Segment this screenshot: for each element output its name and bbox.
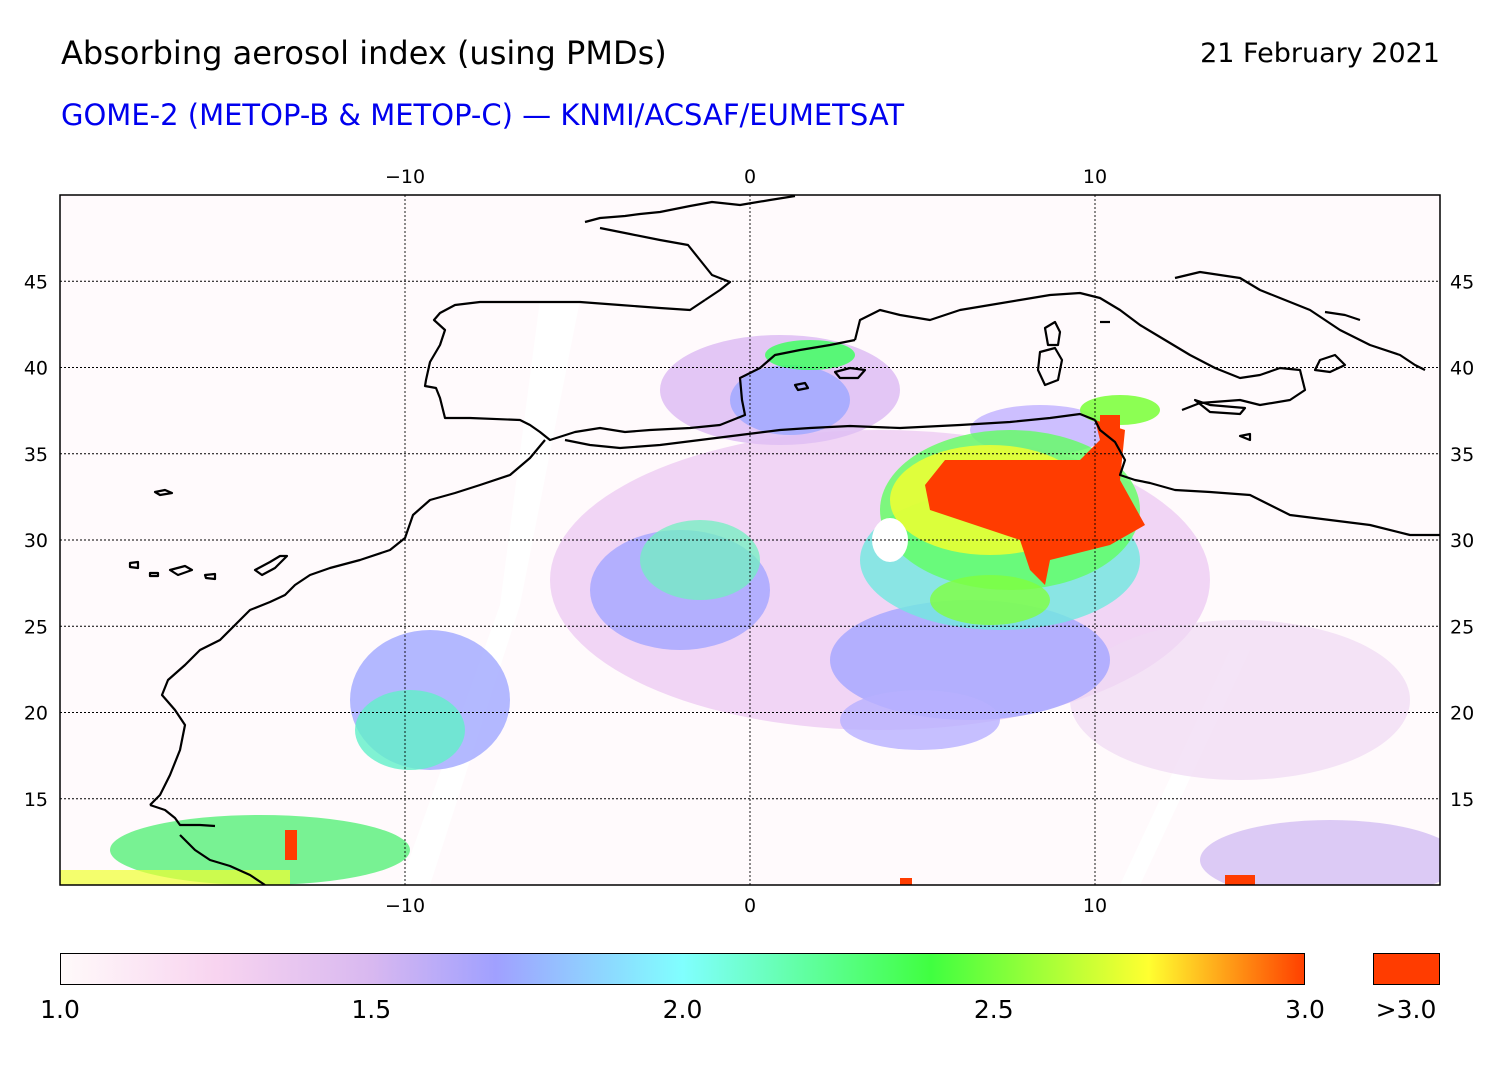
lat-tick-label-right: 45 xyxy=(1450,271,1474,293)
lat-tick-label-right: 25 xyxy=(1450,616,1474,638)
colorbar-tick-label: 3.0 xyxy=(1285,995,1325,1024)
axis-tick-labels: −10 −10 0 0 10 10 45 45 40 40 35 35 30 30 25 25 20 20 15 15 xyxy=(24,166,1474,917)
colorbar-overflow-label: >3.0 xyxy=(1375,995,1437,1024)
colorbar-tick-label: 1.0 xyxy=(40,995,80,1024)
lat-tick-label-right: 20 xyxy=(1450,703,1474,725)
map-date: 21 February 2021 xyxy=(1200,38,1440,69)
lat-tick-label-left: 45 xyxy=(24,271,48,293)
lon-tick-label-bottom: 0 xyxy=(744,895,756,917)
map-title: Absorbing aerosol index (using PMDs) xyxy=(61,34,667,72)
lon-tick-label-bottom: −10 xyxy=(385,895,425,917)
lat-tick-label-right: 40 xyxy=(1450,358,1474,380)
graticule xyxy=(60,195,1440,885)
lat-tick-label-left: 20 xyxy=(24,703,48,725)
map-subtitle: GOME-2 (METOP-B & METOP-C) — KNMI/ACSAF/… xyxy=(61,98,905,132)
lon-tick-label-top: 0 xyxy=(744,166,756,188)
colorbar-tick-label: 2.5 xyxy=(973,995,1014,1024)
lat-tick-label-left: 35 xyxy=(24,444,48,466)
colorbar-tick-label: 1.5 xyxy=(351,995,392,1024)
map-frame xyxy=(59,194,1441,886)
coastlines xyxy=(128,195,1440,885)
lat-tick-label-left: 30 xyxy=(24,530,48,552)
lon-tick-label-bottom: 10 xyxy=(1083,895,1107,917)
lon-tick-label-top: −10 xyxy=(385,166,425,188)
aerosol-field xyxy=(60,195,1440,885)
colorbar-overflow-swatch xyxy=(1373,953,1440,985)
lat-tick-label-left: 15 xyxy=(24,789,48,811)
lat-tick-label-right: 35 xyxy=(1450,444,1474,466)
lon-tick-label-top: 10 xyxy=(1083,166,1107,188)
colorbar-tick-label: 2.0 xyxy=(662,995,703,1024)
lat-tick-label-right: 30 xyxy=(1450,530,1474,552)
lat-tick-label-right: 15 xyxy=(1450,789,1474,811)
colorbar xyxy=(60,953,1305,985)
lat-tick-label-left: 25 xyxy=(24,616,48,638)
lat-tick-label-left: 40 xyxy=(24,358,48,380)
